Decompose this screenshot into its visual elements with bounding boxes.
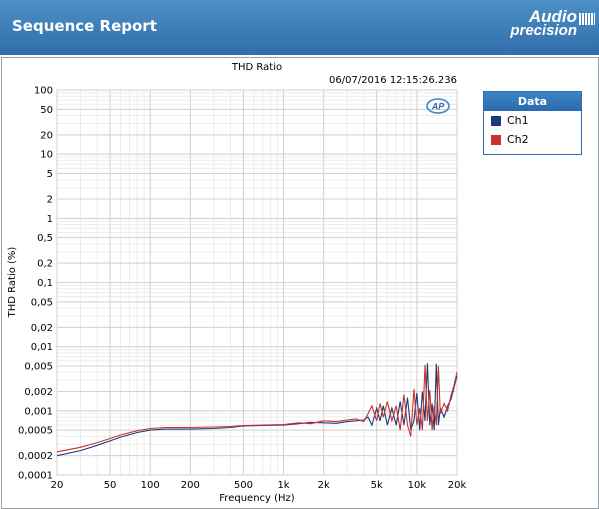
y-tick-label: 0,05 — [31, 297, 53, 308]
ap-badge-icon: AP — [426, 98, 450, 114]
y-tick-label: 100 — [34, 86, 53, 97]
y-tick-label: 5 — [47, 169, 53, 180]
y-tick-label: 10 — [40, 150, 53, 161]
timestamp: 06/07/2016 12:15:26.236 — [329, 75, 457, 86]
y-tick-label: 0,002 — [24, 387, 53, 398]
legend: Data Ch1 Ch2 — [483, 91, 582, 155]
y-tick-label: 1 — [47, 214, 53, 225]
legend-title: Data — [484, 92, 581, 111]
x-tick-label: 20k — [448, 480, 467, 491]
x-tick-label: 50 — [104, 480, 117, 491]
x-tick-label: 20 — [51, 480, 64, 491]
y-axis-ticks: 0,0001 0,0002 0,0005 0,001 0,002 0,005 0,01 0,0… — [18, 86, 53, 482]
y-tick-label: 2 — [47, 195, 53, 206]
y-tick-label: 0,0002 — [18, 451, 53, 462]
series-lines — [56, 363, 458, 457]
y-tick-label: 0,005 — [24, 361, 53, 372]
legend-swatch-ch2 — [491, 135, 501, 145]
series-line-ch1 — [56, 363, 458, 457]
logo-line-2: precision — [510, 22, 577, 39]
report-header: Sequence Report Audio precision — [0, 0, 599, 55]
y-tick-label: 0,01 — [31, 342, 53, 353]
audio-precision-logo: Audio precision — [510, 7, 595, 39]
series-line-ch2 — [56, 364, 458, 453]
x-tick-label: 100 — [141, 480, 160, 491]
x-tick-label: 200 — [181, 480, 200, 491]
y-tick-label: 0,001 — [24, 406, 53, 417]
y-tick-label: 0,5 — [37, 233, 53, 244]
legend-item-ch1[interactable]: Ch1 — [484, 111, 581, 130]
legend-item-ch2[interactable]: Ch2 — [484, 130, 581, 149]
grid-lines — [56, 89, 458, 476]
legend-label-ch2: Ch2 — [507, 133, 529, 146]
y-tick-label: 0,2 — [37, 259, 53, 270]
legend-swatch-ch1 — [491, 116, 501, 126]
x-tick-label: 5k — [371, 480, 383, 491]
y-tick-label: 20 — [40, 130, 53, 141]
y-axis-label: THD Ratio (%) — [7, 247, 18, 319]
chart-title: THD Ratio — [231, 62, 282, 73]
x-axis-label: Frequency (Hz) — [219, 493, 295, 504]
x-tick-label: 2k — [318, 480, 330, 491]
x-tick-label: 1k — [277, 480, 289, 491]
logo-bars-icon — [579, 13, 595, 25]
legend-label-ch1: Ch1 — [507, 114, 529, 127]
y-tick-label: 0,1 — [37, 278, 53, 289]
x-axis-ticks: 20 50 100 200 500 1k 2k 5k 10k 20k — [51, 480, 467, 491]
report-title: Sequence Report — [12, 17, 157, 35]
y-tick-label: 50 — [40, 105, 53, 116]
x-tick-label: 500 — [234, 480, 253, 491]
ap-badge-text: AP — [431, 102, 445, 112]
y-tick-label: 0,0001 — [18, 471, 53, 482]
y-tick-label: 0,0005 — [18, 426, 53, 437]
y-tick-label: 0,02 — [31, 323, 53, 334]
x-tick-label: 10k — [408, 480, 427, 491]
logo-line-1: Audio — [528, 7, 577, 26]
